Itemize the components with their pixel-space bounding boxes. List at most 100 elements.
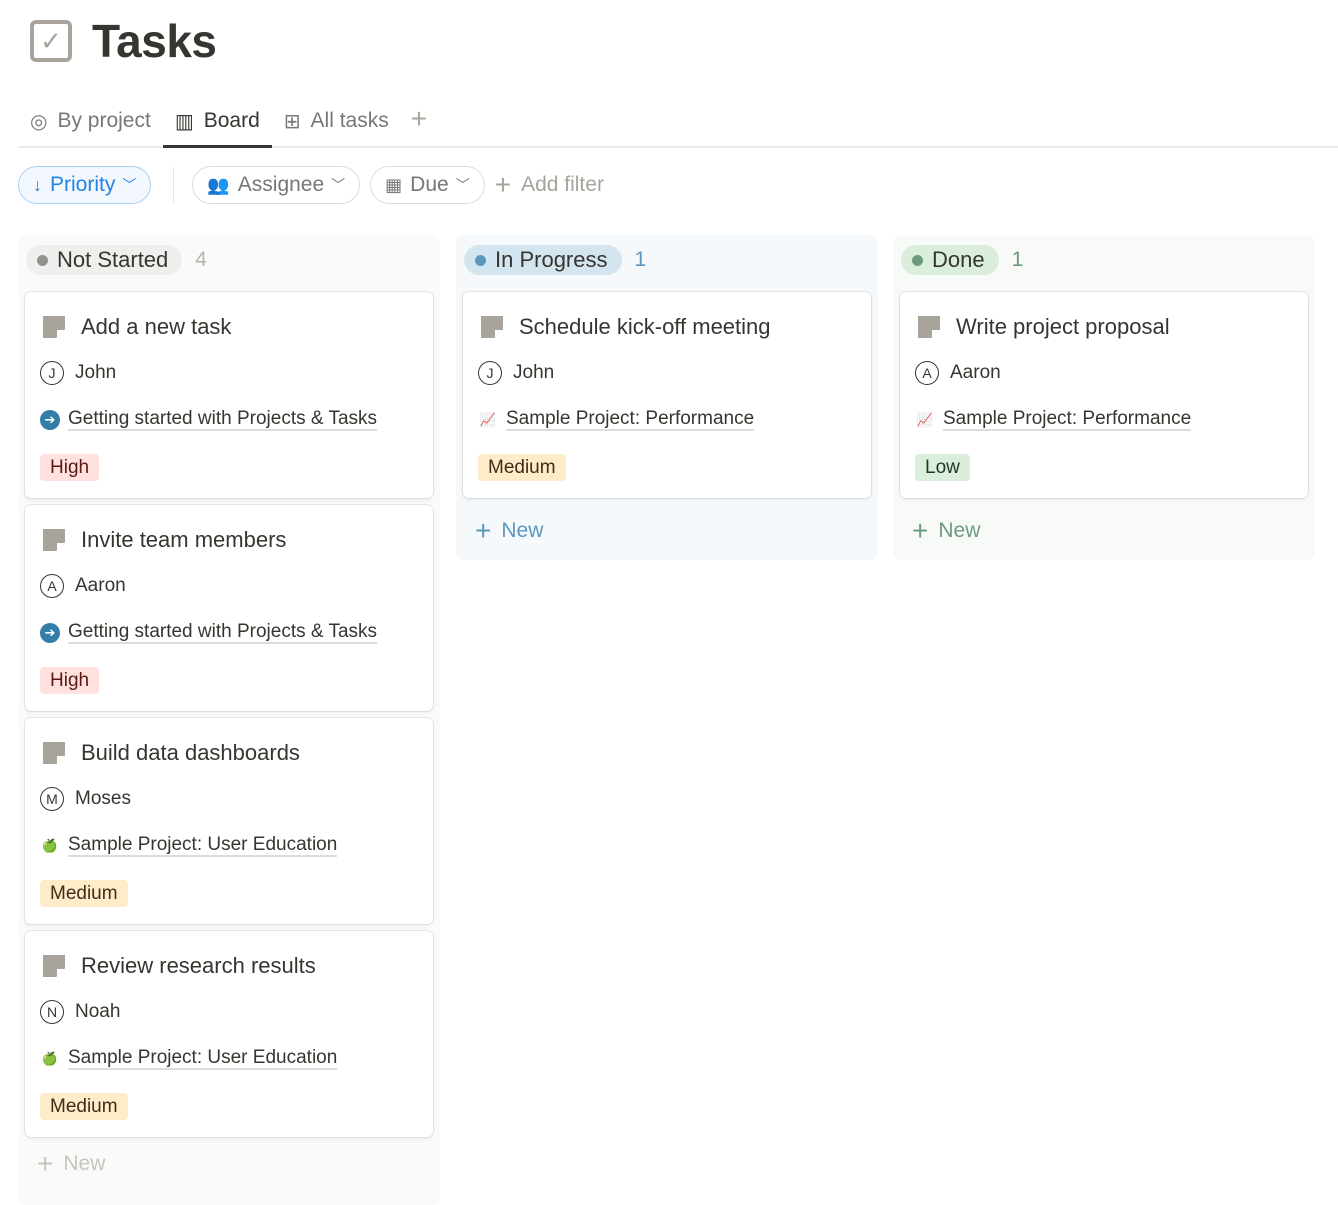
status-dot <box>37 254 48 266</box>
board-column-not-started: Not Started 4 Add a new task J John ➔ Gett… <box>18 235 440 1205</box>
project-link[interactable]: Getting started with Projects & Tasks <box>68 621 378 644</box>
page-header: ✓ Tasks <box>30 14 217 68</box>
plus-icon: + <box>37 1148 54 1179</box>
task-card[interactable]: Schedule kick-off meeting J John 📈 Sample … <box>463 292 871 498</box>
status-label: Done <box>932 247 985 272</box>
tab-label: Board <box>203 109 260 132</box>
board-column-done: Done 1 Write project proposal A Aaron 📈 Sa… <box>893 235 1315 560</box>
assignee-name: Aaron <box>950 362 1001 383</box>
avatar: A <box>915 361 939 385</box>
tab-label: By project <box>57 109 151 132</box>
column-header: Done 1 <box>901 245 1308 275</box>
sort-priority-button[interactable]: ↓ Priority ﹀ <box>18 166 152 204</box>
arrow-right-circle-icon: ➔ <box>40 410 60 430</box>
status-dot <box>475 254 486 266</box>
table-icon: ⊞ <box>283 110 301 133</box>
tab-by-project[interactable]: ◎ By project <box>18 96 163 146</box>
board-columns-icon: ▥ <box>174 110 194 133</box>
green-apple-icon: 🍏 <box>41 1051 59 1066</box>
task-card[interactable]: Build data dashboards M Moses 🍏 Sample Pro… <box>25 718 433 924</box>
task-title: Invite team members <box>81 527 287 552</box>
project-link[interactable]: Sample Project: Performance <box>506 408 755 431</box>
add-filter-label: Add filter <box>521 173 604 196</box>
task-title: Review research results <box>81 953 316 978</box>
tab-label: All tasks <box>310 109 389 132</box>
priority-badge: High <box>40 454 100 481</box>
tab-all-tasks[interactable]: ⊞ All tasks <box>272 96 401 146</box>
task-title: Write project proposal <box>956 314 1170 339</box>
new-label: New <box>501 519 544 542</box>
target-icon: ◎ <box>30 110 48 133</box>
plus-icon: + <box>912 515 929 546</box>
plus-icon: + <box>410 103 428 134</box>
assignee-name: John <box>75 362 117 383</box>
avatar: M <box>40 787 64 811</box>
new-card-button[interactable]: + New <box>25 1148 433 1179</box>
page-icon <box>43 742 65 764</box>
priority-badge: Low <box>915 454 970 481</box>
assignee-name: Aaron <box>75 575 126 596</box>
due-filter-button[interactable]: ▦ Due ﹀ <box>370 166 485 204</box>
project-link[interactable]: Sample Project: Performance <box>943 408 1192 431</box>
filter-label: Assignee <box>237 173 325 196</box>
task-card[interactable]: Add a new task J John ➔ Getting started wi… <box>25 292 433 498</box>
filter-bar: ↓ Priority ﹀ 👥 Assignee ﹀ ▦ Due ﹀ + Add filter <box>18 166 604 204</box>
plus-icon: + <box>475 515 492 546</box>
task-card[interactable]: Write project proposal A Aaron 📈 Sample Pr… <box>900 292 1308 498</box>
priority-badge: High <box>40 667 100 694</box>
task-card[interactable]: Invite team members A Aaron ➔ Getting star… <box>25 505 433 711</box>
chevron-down-icon: ﹀ <box>331 177 346 193</box>
chart-increasing-icon: 📈 <box>479 412 497 427</box>
add-filter-button[interactable]: + Add filter <box>495 169 604 201</box>
sort-label: Priority <box>50 173 116 196</box>
status-dot <box>912 254 923 266</box>
project-link[interactable]: Sample Project: User Education <box>68 1047 338 1070</box>
column-header: In Progress 1 <box>464 245 871 275</box>
priority-badge: Medium <box>40 880 128 907</box>
priority-badge: Medium <box>40 1093 128 1120</box>
page-icon <box>43 955 65 977</box>
task-title: Build data dashboards <box>81 740 300 765</box>
avatar: N <box>40 1000 64 1024</box>
status-pill[interactable]: Done <box>901 245 999 275</box>
page-title: Tasks <box>92 15 217 67</box>
assignee-name: John <box>513 362 555 383</box>
view-tabs: ◎ By project ▥ Board ⊞ All tasks + <box>18 96 1338 148</box>
plus-icon: + <box>494 169 512 200</box>
priority-badge: Medium <box>478 454 566 481</box>
task-card[interactable]: Review research results N Noah 🍏 Sample Pr… <box>25 931 433 1137</box>
assignee-filter-button[interactable]: 👥 Assignee ﹀ <box>192 166 361 204</box>
new-card-button[interactable]: + New <box>463 515 871 546</box>
status-pill[interactable]: Not Started <box>26 245 183 275</box>
status-label: In Progress <box>495 247 608 272</box>
new-card-button[interactable]: + New <box>900 515 1308 546</box>
filter-label: Due <box>410 173 449 196</box>
chevron-down-icon: ﹀ <box>455 177 470 193</box>
status-label: Not Started <box>57 247 169 272</box>
project-link[interactable]: Sample Project: User Education <box>68 834 338 857</box>
green-apple-icon: 🍏 <box>41 838 59 853</box>
tab-board[interactable]: ▥ Board <box>162 96 272 148</box>
add-view-button[interactable]: + <box>401 96 437 142</box>
calendar-icon: ▦ <box>385 174 403 195</box>
card-count: 1 <box>1011 248 1024 271</box>
chevron-down-icon: ﹀ <box>122 177 137 193</box>
card-count: 4 <box>195 248 207 271</box>
status-pill[interactable]: In Progress <box>464 245 622 275</box>
task-title: Schedule kick-off meeting <box>519 314 771 339</box>
assignee-name: Moses <box>75 788 131 809</box>
card-count: 1 <box>634 248 647 271</box>
divider <box>173 167 175 203</box>
new-label: New <box>938 519 981 542</box>
chart-increasing-icon: 📈 <box>916 412 934 427</box>
page-icon <box>918 316 940 338</box>
new-label: New <box>63 1152 106 1175</box>
assignee-name: Noah <box>75 1001 121 1022</box>
people-icon: 👥 <box>207 174 230 195</box>
page-icon <box>481 316 503 338</box>
task-title: Add a new task <box>81 314 232 339</box>
page-icon <box>43 529 65 551</box>
avatar: J <box>478 361 502 385</box>
board-column-in-progress: In Progress 1 Schedule kick-off meeting … <box>456 235 878 560</box>
project-link[interactable]: Getting started with Projects & Tasks <box>68 408 378 431</box>
